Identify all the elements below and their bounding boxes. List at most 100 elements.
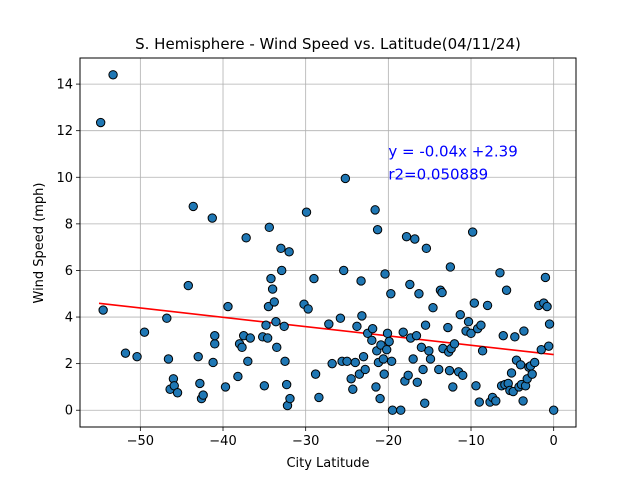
data-point [477,346,488,356]
data-point [467,227,478,237]
data-point [466,328,476,339]
data-point [414,289,424,299]
data-point [510,332,520,342]
data-point [463,317,474,327]
data-point [498,330,508,341]
data-point [378,354,389,364]
data-point [519,326,529,336]
x-tick-label: −20 [375,434,402,449]
plot-frame [79,57,577,428]
data-point [367,335,377,346]
data-point [518,396,528,406]
x-tick-label: 0 [550,434,558,449]
y-tick-label: 4 [65,311,73,326]
plot-background [80,58,576,427]
data-point [501,285,512,295]
grid-lines [80,58,576,427]
data-point [443,322,453,333]
data-point [424,346,434,356]
data-point [223,301,233,312]
data-point [132,351,142,362]
data-point [527,369,537,379]
y-tick-label: 0 [65,404,73,419]
y-tick-label: 10 [56,171,73,186]
data-point [469,298,480,308]
data-point [172,388,183,398]
data-point [387,405,398,415]
data-point [266,273,276,284]
data-point [303,304,313,314]
data-point [272,342,282,353]
data-point [544,319,555,329]
data-point [309,273,319,284]
data-point [198,390,208,400]
data-point [210,339,220,349]
data-point [420,398,430,408]
data-point [529,357,540,368]
y-tick-label: 12 [56,124,73,139]
data-point [396,405,406,415]
data-point [340,173,351,184]
regression-equation: y = -0.04x +2.39 [388,142,517,160]
data-point [544,341,554,351]
data-point [437,287,447,298]
y-axis-label: Wind Speed (mph) [32,183,47,304]
data-point [356,276,366,286]
data-point [536,344,546,355]
data-point [425,354,436,364]
data-point [310,369,321,379]
data-point [458,370,468,380]
data-point [384,336,394,347]
data-point [188,201,198,212]
data-point [476,320,486,330]
data-point [386,356,397,367]
data-point [162,313,172,323]
x-axis-label: City Latitude [286,456,369,471]
data-point [542,301,552,312]
data-point [281,379,292,390]
data-point [262,333,273,343]
data-point [434,364,444,375]
data-point [449,339,460,349]
x-tick-label: −50 [127,434,154,449]
data-point [276,243,286,254]
data-point [183,280,193,291]
data-point [506,368,517,378]
data-point [491,396,501,406]
data-point [352,321,362,332]
data-point [279,321,289,332]
regression-line [98,302,554,356]
data-point [269,297,279,307]
data-points [95,70,559,415]
data-point [428,303,438,313]
data-point [370,205,380,215]
data-point [259,381,270,391]
data-point [398,327,408,337]
data-point [371,382,381,392]
data-point [411,330,422,341]
data-point [285,393,295,404]
data-point [207,213,217,223]
data-point [241,233,251,243]
data-point [420,320,431,330]
data-point [358,351,369,362]
data-point [515,360,526,370]
data-point [474,397,484,407]
data-point [348,384,358,394]
data-point [350,357,360,368]
y-tick-label: 8 [65,217,73,232]
data-point [357,311,367,321]
x-tick-label: −10 [457,434,484,449]
data-point [261,320,271,330]
regression-line-group [98,302,554,356]
data-point [271,317,281,327]
data-point [95,117,106,128]
data-point [410,234,420,244]
data-point [98,305,108,315]
data-point [277,265,287,276]
data-point [448,382,458,392]
data-point [208,357,218,368]
data-point [408,354,418,364]
data-point [163,354,174,364]
